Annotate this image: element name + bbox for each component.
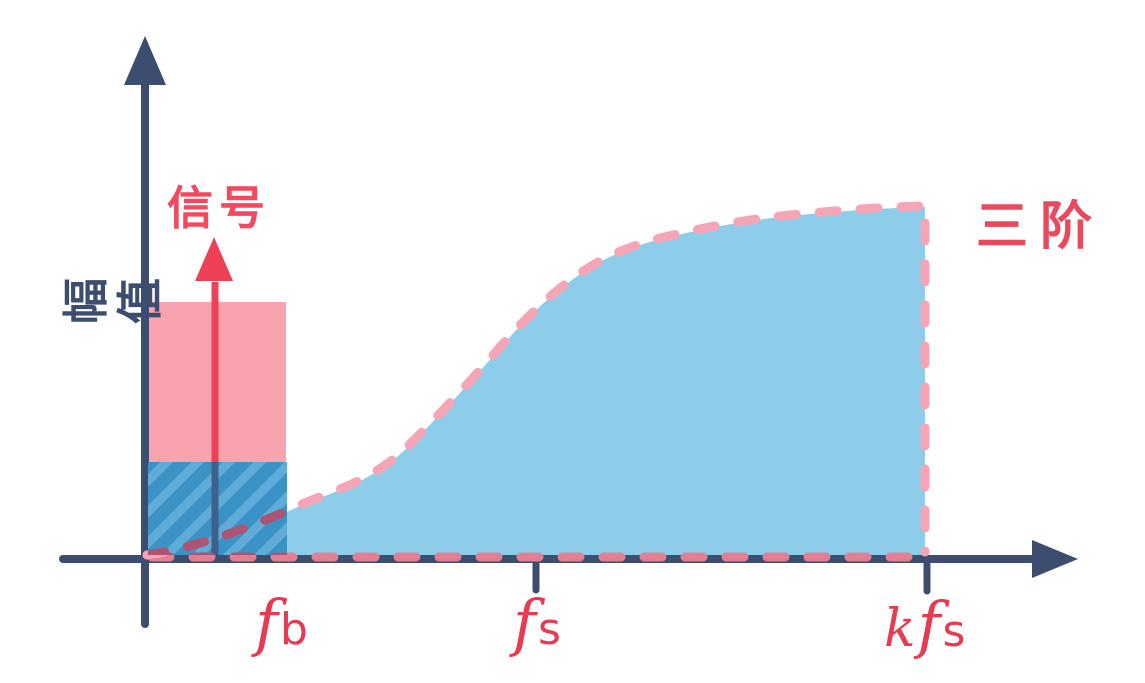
tick-fb-subscript: b <box>279 604 308 655</box>
x-tick-label-kfs: k f s <box>884 588 965 661</box>
noise-area-fill <box>147 207 925 558</box>
signal-label: 信号 <box>167 181 271 235</box>
hatch-overlay-group <box>148 462 287 555</box>
x-tick-label-fs: f s <box>511 586 561 659</box>
tick-kfs-subscript: s <box>942 606 966 657</box>
tick-kfs-symbol: f <box>917 588 941 661</box>
x-axis-arrow-icon <box>1032 540 1078 578</box>
noise-curve-dashed-under-hatch <box>148 505 287 555</box>
order-label: 三阶 <box>976 197 1105 257</box>
y-axis-label: 幅值 <box>59 274 167 324</box>
tick-fs-subscript: s <box>537 604 561 655</box>
y-axis-arrow-icon <box>124 36 166 85</box>
x-tick-label-fb: f b <box>253 586 308 659</box>
tick-kfs-prefix: k <box>884 599 916 659</box>
noise-curve-dashed-line <box>142 201 930 560</box>
tick-fs-symbol: f <box>513 586 536 659</box>
signal-arrow-head-icon <box>195 237 233 281</box>
tick-fb-symbol: f <box>255 586 278 659</box>
